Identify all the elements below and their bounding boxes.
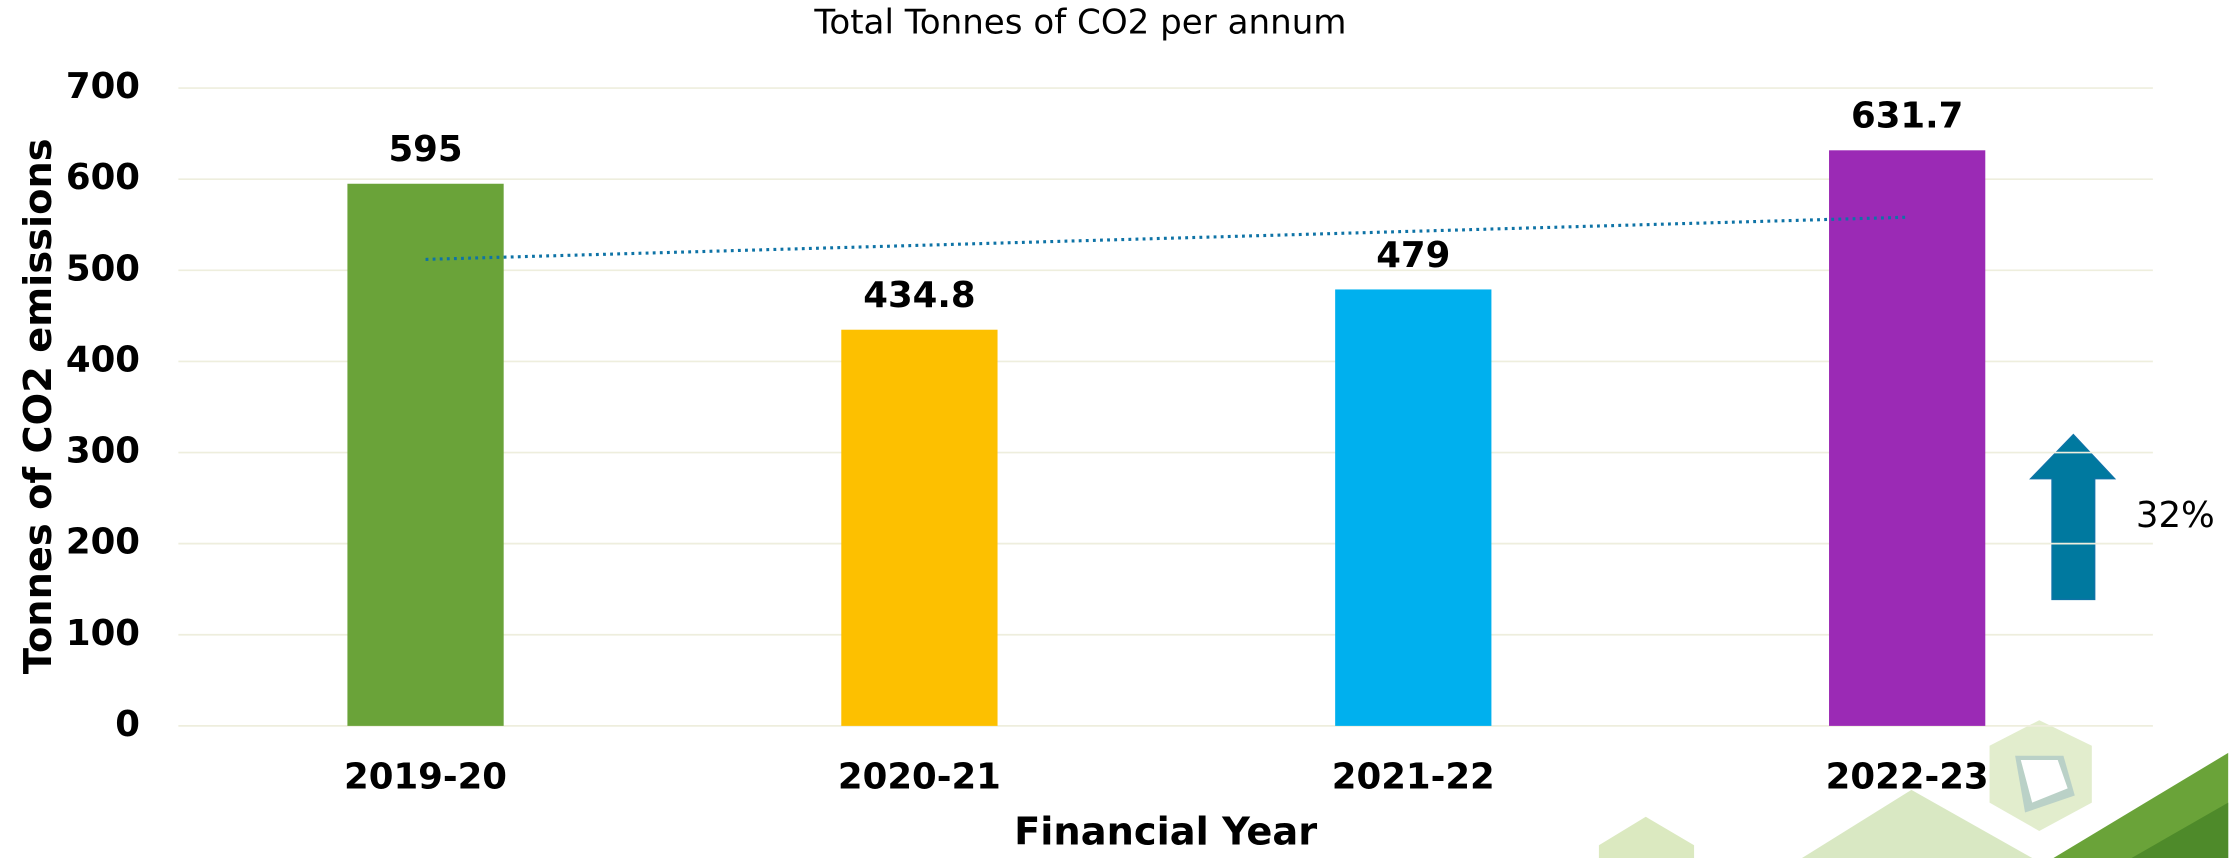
y-tick-label: 700 bbox=[66, 66, 140, 107]
value-label: 479 bbox=[1376, 235, 1450, 276]
y-tick-label: 100 bbox=[66, 613, 140, 654]
y-tick-label: 500 bbox=[66, 248, 140, 289]
y-tick-label: 0 bbox=[115, 704, 140, 745]
x-tick-label: 2019-20 bbox=[344, 756, 507, 797]
value-label: 434.8 bbox=[863, 275, 975, 316]
value-label: 595 bbox=[388, 129, 462, 170]
arrow bbox=[2029, 433, 2117, 601]
bar bbox=[1829, 150, 1986, 726]
chart-title: Total Tonnes of CO2 per annum bbox=[813, 3, 1346, 43]
value-label: 631.7 bbox=[1851, 96, 1963, 137]
trendline bbox=[425, 215, 1908, 261]
annotation: 32% bbox=[2136, 495, 2215, 536]
y-tick-label: 600 bbox=[66, 157, 140, 198]
x-tick-label: 2021-22 bbox=[1332, 756, 1495, 797]
x-axis-title: Financial Year bbox=[1014, 809, 1317, 854]
y-tick-label: 200 bbox=[66, 522, 140, 563]
y-axis-title: Tonnes of CO2 emissions bbox=[16, 138, 61, 674]
y-tick-label: 300 bbox=[66, 431, 140, 472]
bar bbox=[347, 183, 504, 726]
x-tick-label: 2022-23 bbox=[1826, 756, 1989, 797]
y-tick-label: 400 bbox=[66, 339, 140, 380]
bar bbox=[841, 329, 998, 726]
bar bbox=[1335, 289, 1492, 726]
x-tick-label: 2020-21 bbox=[838, 756, 1001, 797]
